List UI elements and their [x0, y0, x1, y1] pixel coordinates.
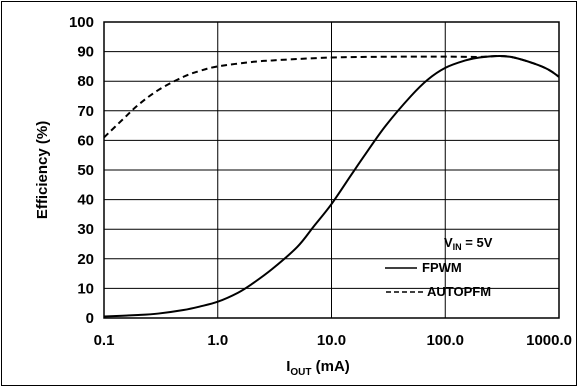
x-tick-label: 1000.0 — [526, 332, 572, 349]
y-tick-label: 60 — [77, 132, 94, 149]
y-tick-label: 10 — [77, 280, 94, 297]
y-tick-label: 90 — [77, 44, 94, 61]
y-tick-labels: 0 10 20 30 40 50 60 70 80 90 100 — [69, 14, 94, 327]
x-tick-label: 0.1 — [94, 332, 115, 349]
y-tick-label: 70 — [77, 103, 94, 120]
series-layer — [103, 55, 560, 318]
x-tick-label: 1.0 — [207, 332, 228, 349]
vin-annotation: VIN = 5V — [444, 235, 493, 252]
y-tick-label: 80 — [77, 73, 94, 90]
y-tick-label: 30 — [77, 221, 94, 238]
vin-annotation-rest: = 5V — [462, 235, 493, 250]
legend: VIN = 5V FPWM AUTOPFM — [385, 235, 493, 299]
y-tick-label: 0 — [86, 310, 94, 327]
y-tick-label: 20 — [77, 251, 94, 268]
x-axis-title-main: I — [286, 358, 290, 375]
series-fpwm-line — [103, 55, 560, 318]
plot-area — [103, 21, 560, 319]
legend-autopfm-label: AUTOPFM — [427, 284, 491, 299]
x-axis-title-unit: (mA) — [311, 358, 349, 375]
x-axis-title: IOUT (mA) — [286, 358, 350, 378]
y-tick-label: 100 — [69, 14, 94, 31]
x-tick-label: 10.0 — [317, 332, 346, 349]
series-autopfm-line — [103, 55, 560, 139]
legend-fpwm-label: FPWM — [422, 260, 462, 275]
vin-annotation-main: V — [444, 235, 453, 250]
y-tick-label: 40 — [77, 192, 94, 209]
y-tick-label: 50 — [77, 162, 94, 179]
x-axis-title-subscript: OUT — [290, 367, 311, 378]
x-tick-label: 100.0 — [426, 332, 464, 349]
y-axis-title: Efficiency (%) — [34, 121, 51, 219]
vin-annotation-subscript: IN — [453, 242, 462, 252]
x-tick-labels: 0.1 1.0 10.0 100.0 1000.0 — [94, 332, 572, 349]
